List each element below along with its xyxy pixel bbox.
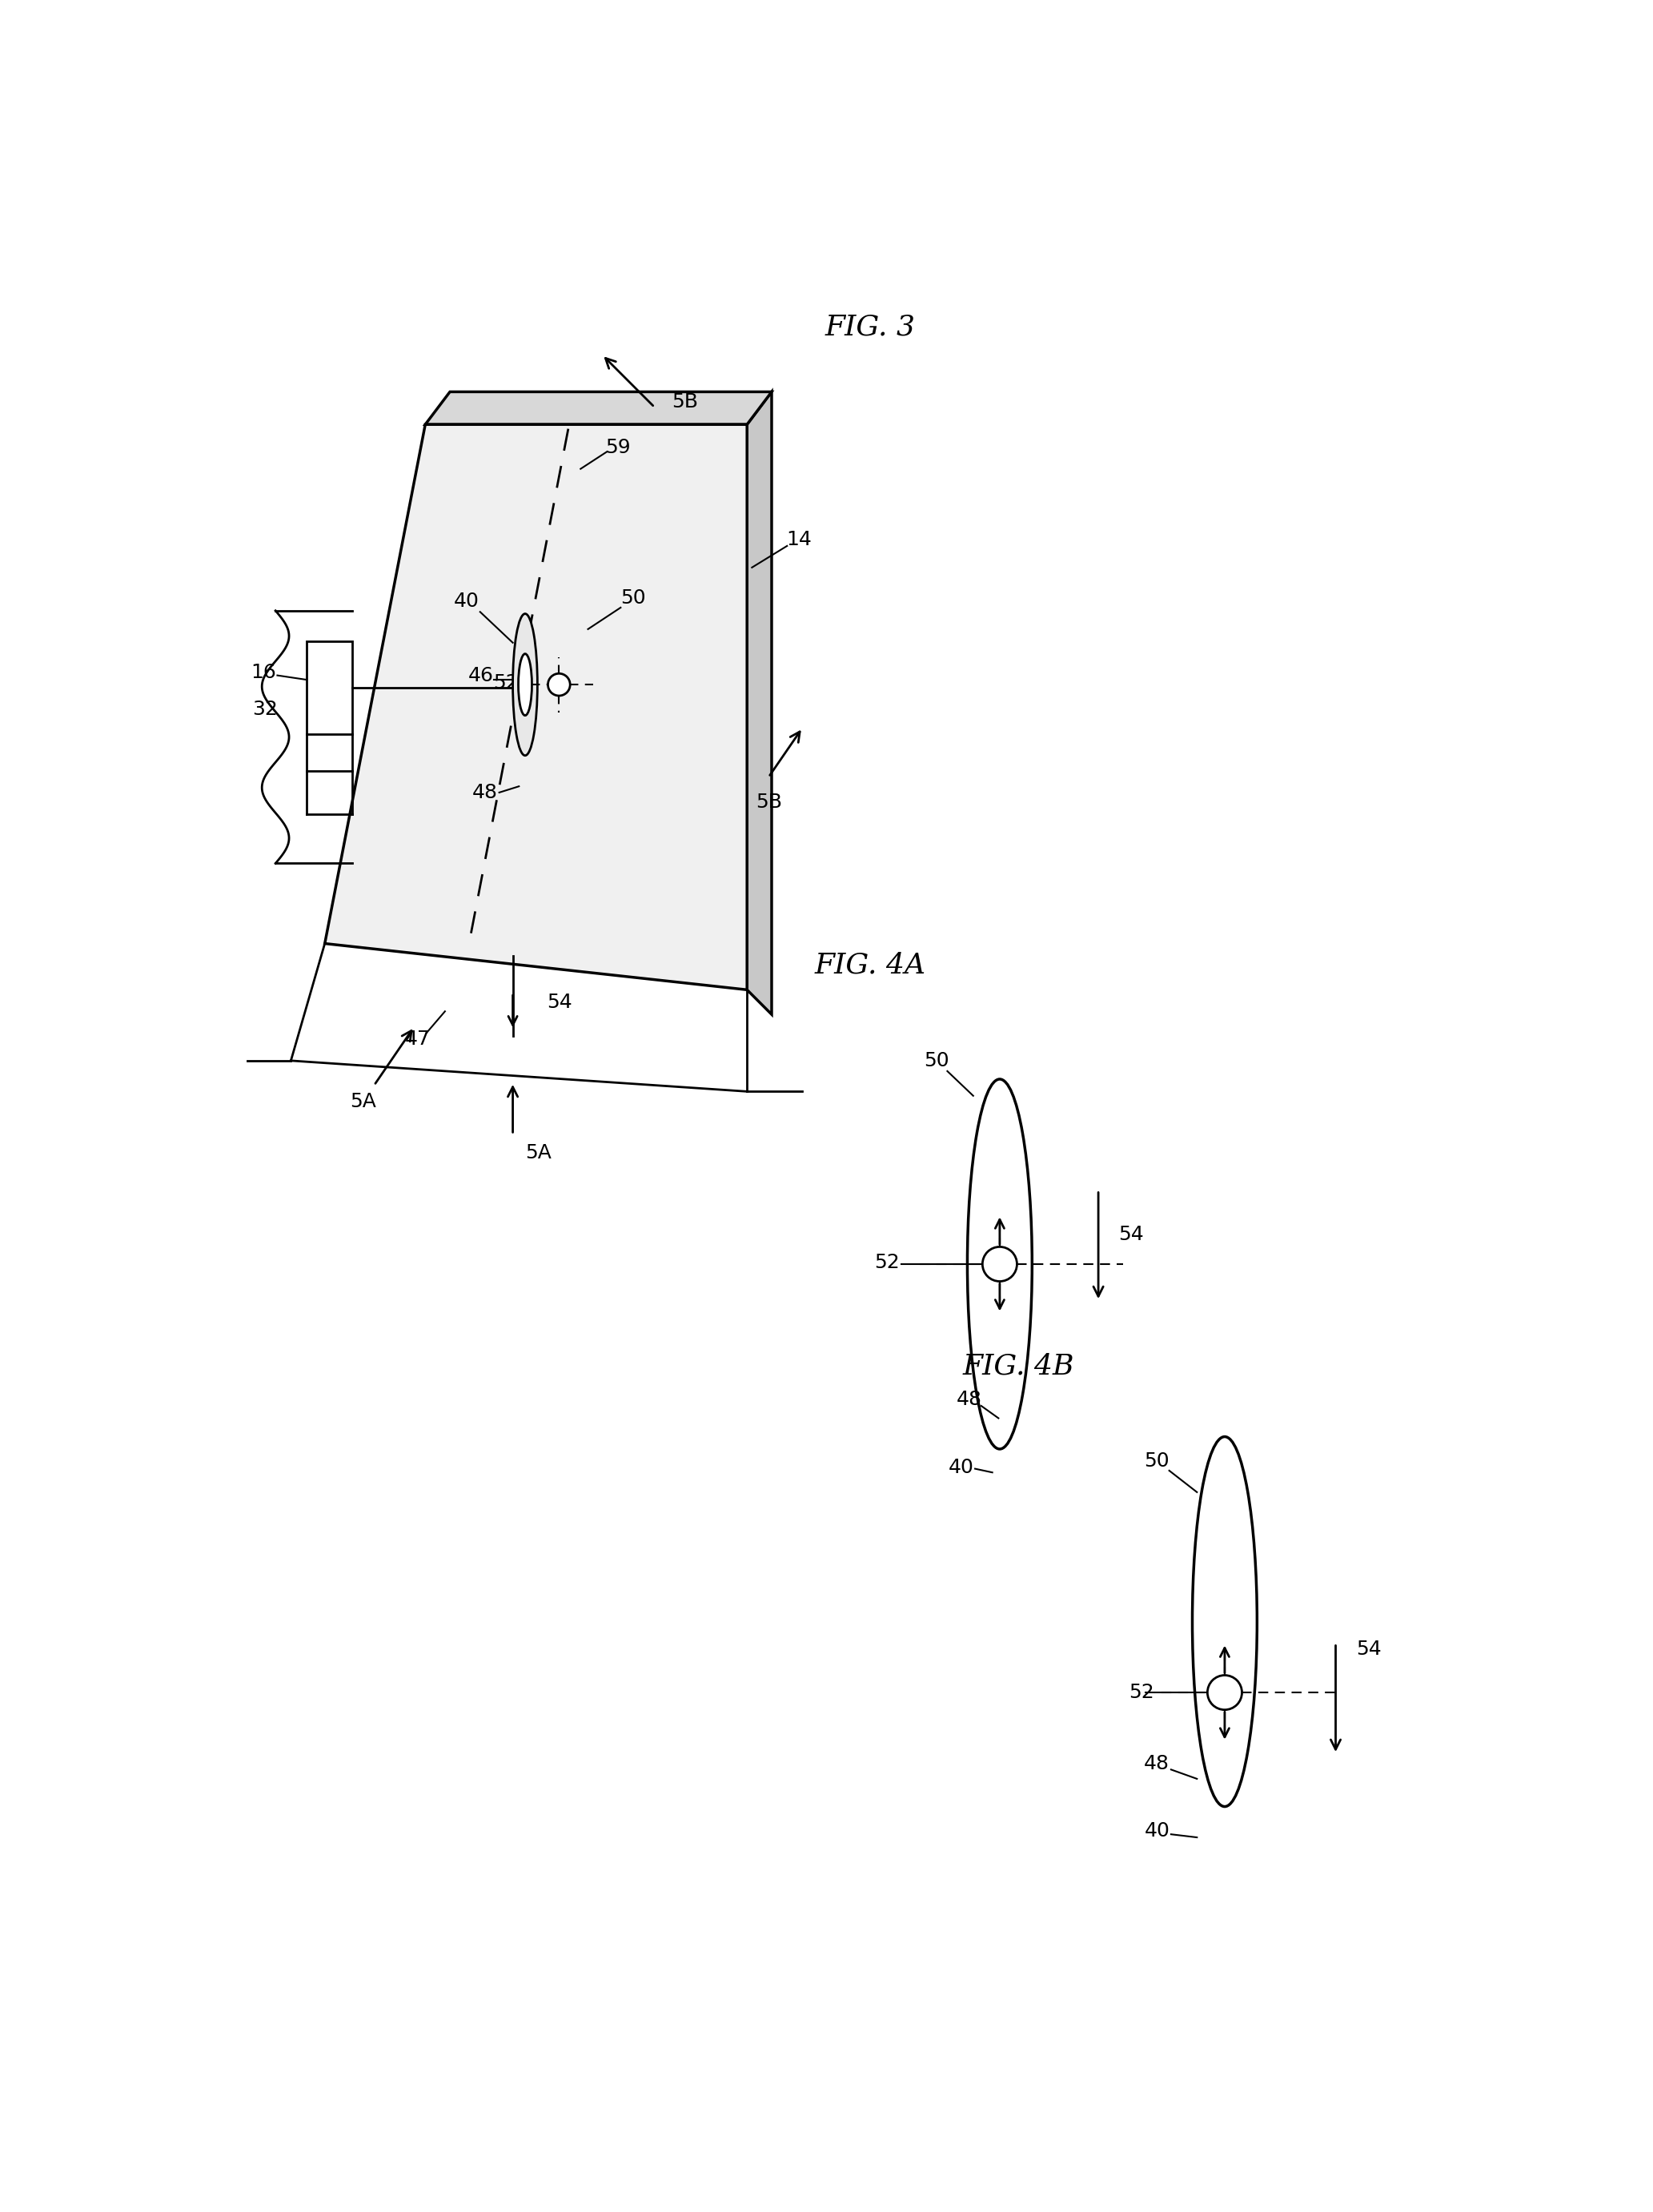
Text: 52: 52 [494,672,519,692]
Text: 54: 54 [547,993,572,1011]
Circle shape [982,1248,1017,1281]
Ellipse shape [967,1079,1031,1449]
Text: 5A: 5A [526,1144,552,1164]
Circle shape [547,672,570,697]
Text: 50: 50 [620,588,646,608]
Text: 5A: 5A [350,1093,377,1113]
Text: 5B: 5B [755,792,782,812]
Text: 54: 54 [1355,1639,1382,1659]
Text: 5B: 5B [671,394,698,411]
Text: 54: 54 [1117,1225,1144,1243]
Text: 14: 14 [787,531,812,549]
Text: 48: 48 [471,783,498,803]
Polygon shape [425,392,772,425]
Text: 48: 48 [1144,1754,1170,1774]
Ellipse shape [1192,1436,1256,1807]
Text: FIG. 3: FIG. 3 [825,314,916,341]
Text: 59: 59 [605,438,630,458]
Text: 40: 40 [949,1458,974,1478]
Text: 48: 48 [955,1389,982,1409]
Text: 52: 52 [1129,1683,1154,1701]
Text: 50: 50 [1144,1451,1170,1471]
Text: 52: 52 [874,1254,899,1272]
Text: 50: 50 [924,1051,949,1071]
Text: 40: 40 [455,593,479,611]
Circle shape [1207,1674,1241,1710]
Polygon shape [747,392,772,1015]
Text: FIG. 4B: FIG. 4B [962,1352,1074,1380]
Polygon shape [324,425,747,989]
Ellipse shape [512,613,537,757]
Text: 46: 46 [468,666,494,686]
Text: 16: 16 [250,664,276,681]
Text: 47: 47 [405,1029,430,1048]
Text: FIG. 4A: FIG. 4A [815,951,926,978]
Text: 40: 40 [1144,1823,1170,1840]
Text: 32: 32 [253,699,278,719]
Ellipse shape [519,655,532,714]
